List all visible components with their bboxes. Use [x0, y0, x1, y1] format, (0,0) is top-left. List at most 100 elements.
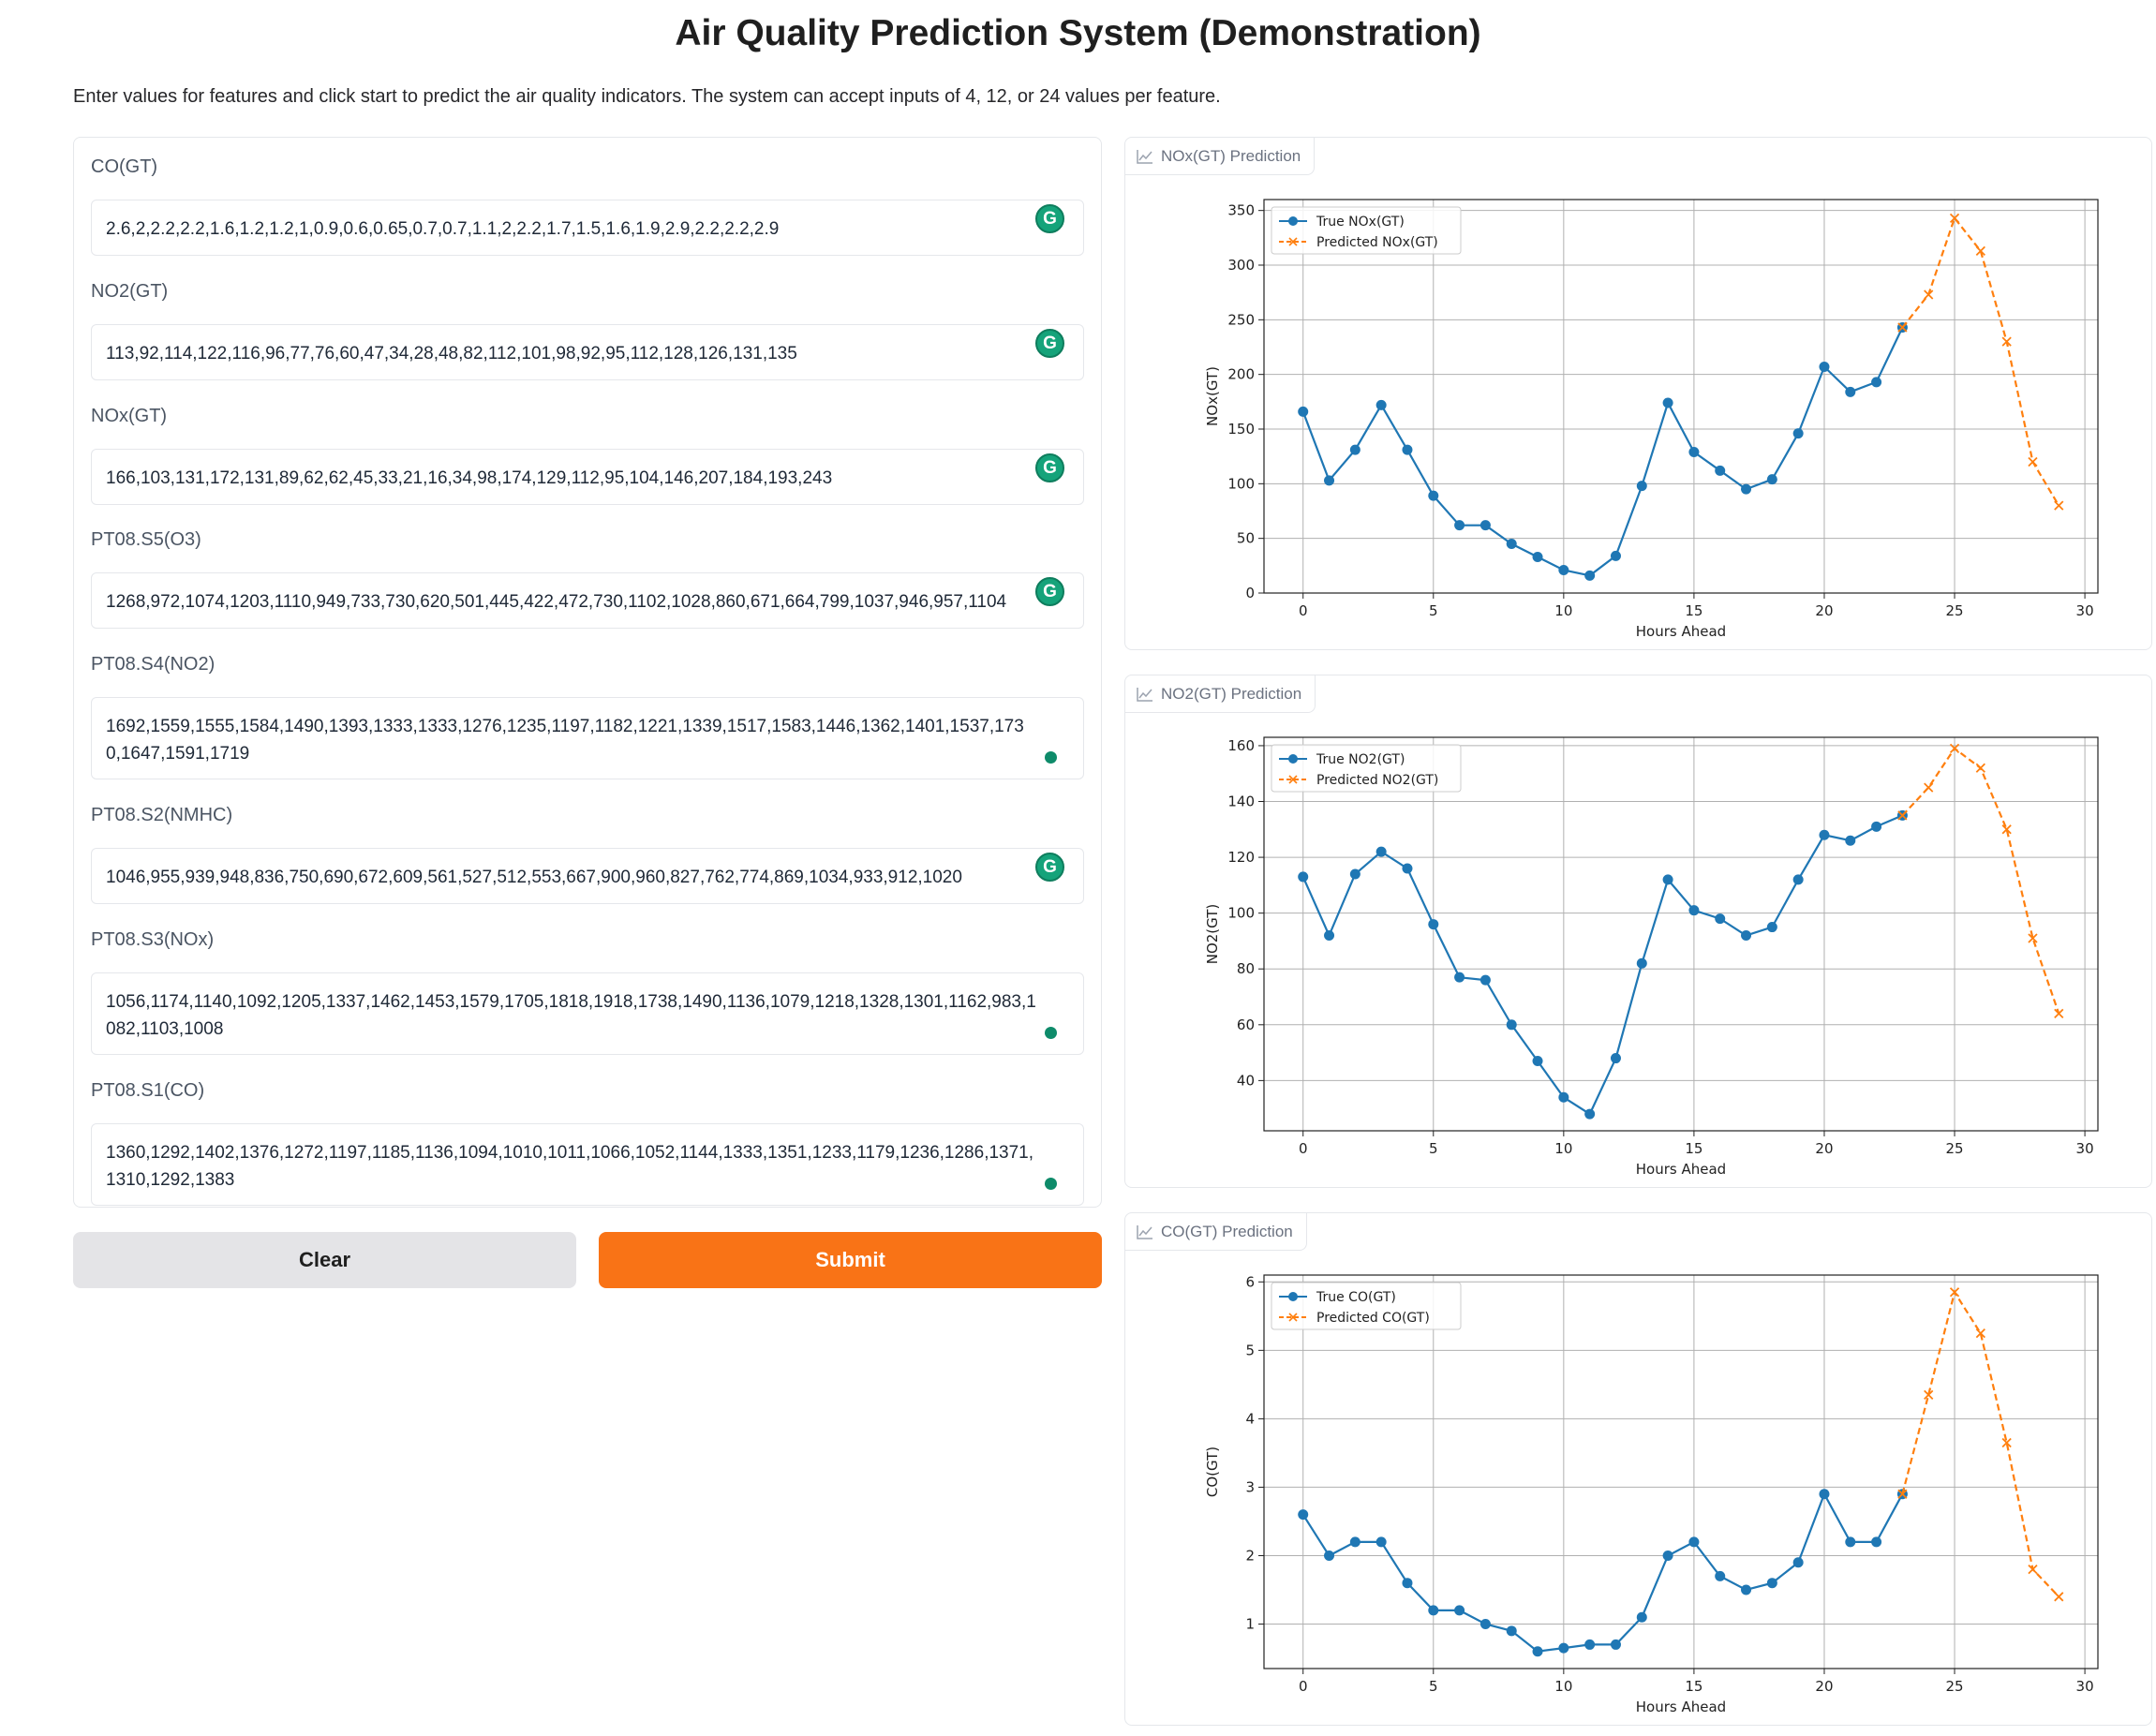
- predicted-point: [2054, 1592, 2064, 1602]
- input-s4-value: 1692,1559,1555,1584,1490,1393,1333,1333,…: [106, 717, 1024, 764]
- grammarly-icon[interactable]: G: [1035, 453, 1064, 482]
- y-tick-label: 100: [1227, 905, 1255, 922]
- true-point: [1741, 929, 1752, 941]
- grammarly-icon[interactable]: G: [1035, 853, 1064, 882]
- true-point: [1662, 1550, 1673, 1561]
- input-s2[interactable]: 1046,955,939,948,836,750,690,672,609,561…: [91, 848, 1084, 904]
- x-tick-label: 20: [1815, 602, 1833, 619]
- y-tick-label: 140: [1227, 794, 1255, 810]
- true-point: [1792, 428, 1804, 439]
- field-label-nox: NOx(GT): [91, 406, 168, 426]
- y-tick-label: 150: [1227, 421, 1255, 438]
- predicted-point: [2001, 824, 2012, 835]
- true-point: [1792, 1557, 1804, 1568]
- legend: True NO2(GT) Predicted NO2(GT): [1271, 744, 1462, 793]
- clear-button[interactable]: Clear: [73, 1232, 576, 1288]
- true-point: [1819, 829, 1830, 840]
- field-label-co: CO(GT): [91, 156, 158, 177]
- no2-prediction-panel: NO2(GT) Prediction 0 5 10 15 20 25 30 40 60 80 100…: [1124, 675, 2152, 1188]
- y-tick-label: 6: [1245, 1273, 1255, 1290]
- grammarly-dot-icon[interactable]: [1045, 751, 1057, 764]
- predicted-point: [1975, 763, 1985, 773]
- grammarly-icon[interactable]: G: [1035, 204, 1064, 233]
- grammarly-icon[interactable]: G: [1035, 577, 1064, 606]
- x-tick-label: 25: [1945, 602, 1963, 619]
- predicted-point-stroke: [1924, 289, 1934, 300]
- true-point: [1558, 1091, 1569, 1103]
- field-o3: PT08.S5(O3) 1268,972,1074,1203,1110,949,…: [91, 524, 1084, 629]
- true-point: [1324, 475, 1335, 486]
- true-point: [1715, 913, 1726, 925]
- field-co: CO(GT) 2.6,2,2.2,2.2,1.6,1.2,1.2,1,0.9,0…: [91, 151, 1084, 256]
- true-series-line: [1301, 814, 1903, 1116]
- grammarly-dot-icon[interactable]: [1045, 1178, 1057, 1190]
- y-tick-label: 1: [1245, 1616, 1255, 1633]
- input-s1[interactable]: 1360,1292,1402,1376,1272,1197,1185,1136,…: [91, 1123, 1084, 1206]
- predicted-point: [1924, 782, 1934, 793]
- true-point: [1479, 1619, 1491, 1630]
- y-axis-label: NO2(GT): [1204, 904, 1221, 965]
- predicted-point-stroke: [2001, 336, 2012, 347]
- field-label-s3: PT08.S3(NOx): [91, 929, 215, 950]
- predicted-point: [2054, 1008, 2064, 1019]
- x-tick-label: 10: [1554, 1678, 1572, 1695]
- legend: True CO(GT) Predicted CO(GT): [1271, 1282, 1462, 1330]
- predicted-point-stroke: [2001, 824, 2012, 835]
- y-tick-label: 350: [1227, 202, 1255, 219]
- x-tick-label: 5: [1429, 1140, 1438, 1157]
- x-axis-label: Hours Ahead: [1636, 1699, 1726, 1715]
- input-nox-value: 166,103,131,172,131,89,62,62,45,33,21,16…: [106, 468, 833, 488]
- true-point: [1532, 552, 1543, 562]
- legend-marker: [1288, 754, 1298, 764]
- field-label-s2: PT08.S2(NMHC): [91, 805, 233, 825]
- input-co[interactable]: 2.6,2,2.2,2.2,1.6,1.2,1.2,1,0.9,0.6,0.65…: [91, 200, 1084, 256]
- y-tick-label: 0: [1245, 585, 1255, 601]
- input-no2[interactable]: 113,92,114,122,116,96,77,76,60,47,34,28,…: [91, 324, 1084, 380]
- predicted-point-stroke: [1949, 213, 1960, 223]
- grammarly-dot-icon[interactable]: [1045, 1027, 1057, 1039]
- true-point: [1741, 1584, 1752, 1595]
- predicted-point: [1949, 1287, 1960, 1298]
- line-chart-icon: [1137, 149, 1152, 164]
- true-point: [1845, 835, 1856, 846]
- y-tick-label: 3: [1245, 1478, 1255, 1495]
- input-s3[interactable]: 1056,1174,1140,1092,1205,1337,1462,1453,…: [91, 972, 1084, 1055]
- legend-marker: [1288, 775, 1298, 784]
- predicted-point-stroke: [2028, 456, 2038, 467]
- input-co-value: 2.6,2,2.2,2.2,1.6,1.2,1.2,1,0.9,0.6,0.65…: [106, 219, 780, 239]
- co-prediction-panel: CO(GT) Prediction 0 5 10 15 20 25 30 1 2 3 4 5 6 Hour…: [1124, 1212, 2152, 1726]
- x-tick-label: 0: [1299, 1140, 1308, 1157]
- submit-button[interactable]: Submit: [599, 1232, 1102, 1288]
- predicted-point-stroke: [2054, 1592, 2064, 1602]
- predicted-point: [1897, 810, 1908, 821]
- feature-input-panel: CO(GT) 2.6,2,2.2,2.2,1.6,1.2,1.2,1,0.9,0…: [73, 137, 1102, 1208]
- grammarly-icon[interactable]: G: [1035, 329, 1064, 358]
- predicted-point: [1949, 213, 1960, 223]
- true-point: [1688, 905, 1700, 916]
- input-nox[interactable]: 166,103,131,172,131,89,62,62,45,33,21,16…: [91, 449, 1084, 505]
- true-point: [1636, 1611, 1647, 1623]
- predicted-series-line: [1901, 747, 2060, 1015]
- true-point: [1532, 1056, 1543, 1067]
- input-s3-value: 1056,1174,1140,1092,1205,1337,1462,1453,…: [106, 992, 1036, 1039]
- x-axis-label: Hours Ahead: [1636, 1161, 1726, 1178]
- field-label-no2: NO2(GT): [91, 281, 169, 302]
- predicted-point: [1924, 1389, 1934, 1400]
- legend-marker: [1288, 216, 1298, 226]
- true-point: [1324, 1550, 1335, 1561]
- line-chart-icon: [1137, 687, 1152, 702]
- input-o3[interactable]: 1268,972,1074,1203,1110,949,733,730,620,…: [91, 572, 1084, 629]
- true-point: [1402, 1578, 1413, 1589]
- input-s4[interactable]: 1692,1559,1555,1584,1490,1393,1333,1333,…: [91, 697, 1084, 779]
- true-point: [1375, 399, 1387, 410]
- input-o3-value: 1268,972,1074,1203,1110,949,733,730,620,…: [106, 592, 1007, 612]
- x-tick-label: 5: [1429, 602, 1438, 619]
- predicted-point: [1949, 743, 1960, 754]
- predicted-series-line: [1901, 215, 2060, 507]
- true-point: [1506, 539, 1517, 549]
- x-tick-label: 25: [1945, 1140, 1963, 1157]
- predicted-point-stroke: [2028, 1564, 2038, 1575]
- predicted-point-stroke: [1897, 810, 1908, 821]
- true-point: [1298, 871, 1309, 883]
